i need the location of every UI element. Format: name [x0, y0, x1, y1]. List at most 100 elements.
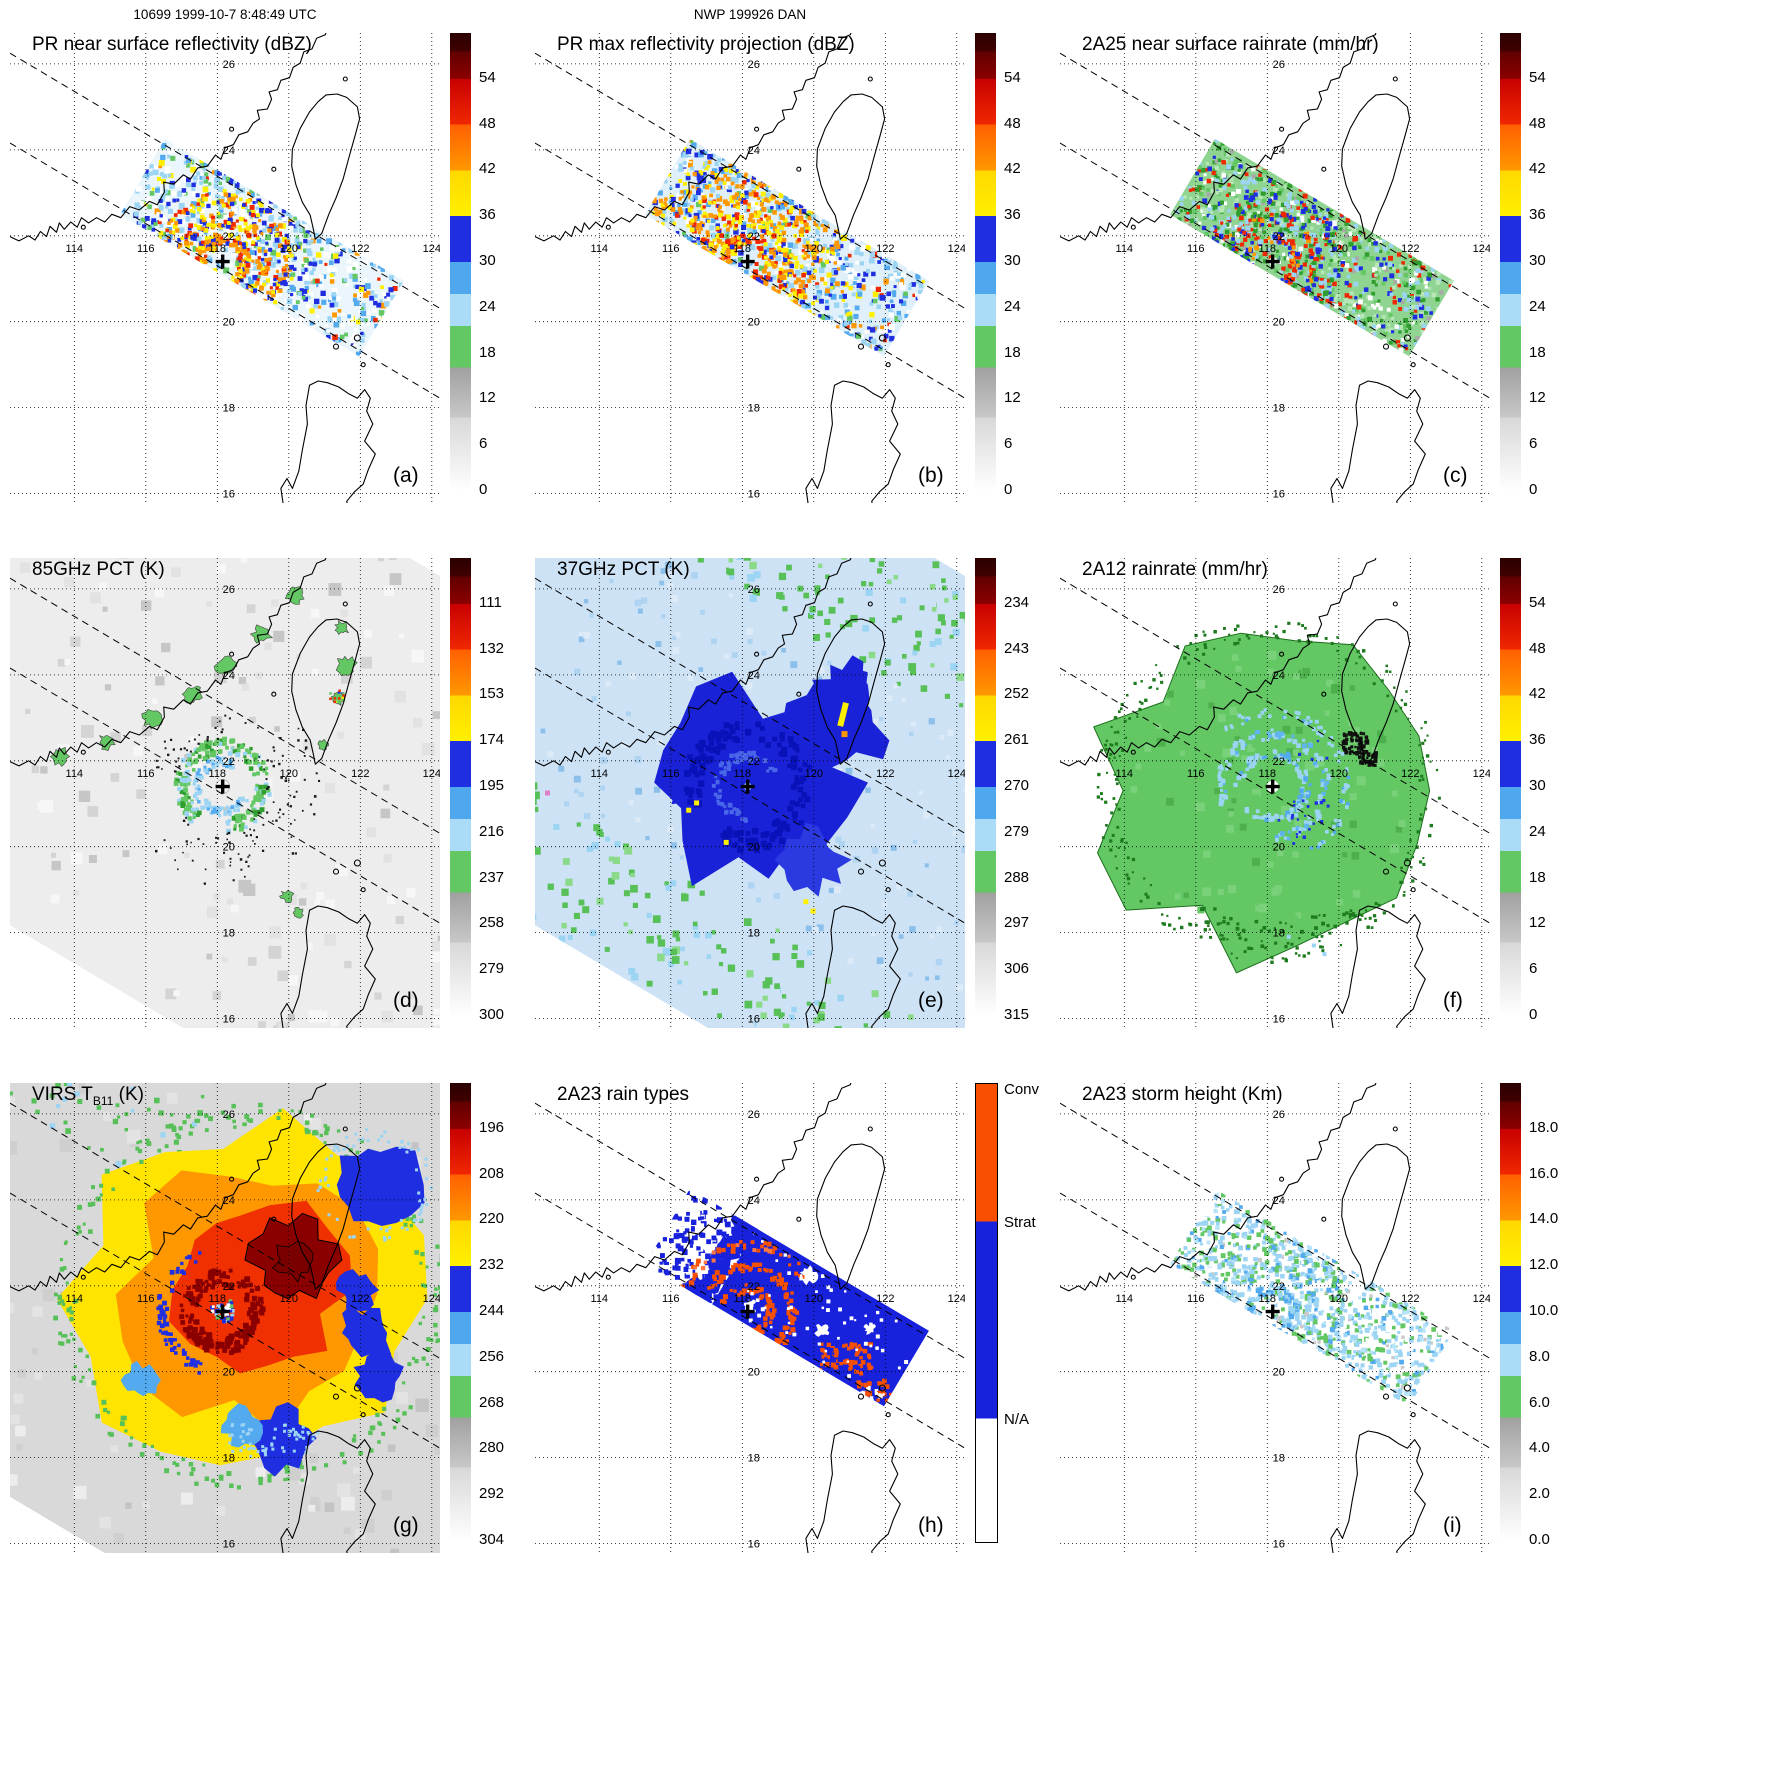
small-island [271, 1216, 277, 1222]
panel-title: 2A25 near surface rainrate (mm/hr) [1082, 34, 1379, 58]
data-layer [535, 558, 965, 1028]
colorbar-tick-label: 18 [1529, 869, 1546, 886]
longitude-label: 122 [876, 243, 894, 255]
colorbar-category-label: Strat [1004, 1214, 1036, 1231]
latitude-label: 26 [223, 1109, 235, 1121]
longitude-label: 122 [1401, 768, 1419, 780]
map-area: 114 116 118 120 122 124 26 24 22 20 18 16 [1060, 33, 1490, 503]
longitude-label: 124 [948, 1293, 965, 1305]
latitude-label: 16 [223, 1539, 235, 1551]
colorbar-tick-label: 12 [1004, 389, 1021, 406]
longitude-label: 120 [280, 1293, 298, 1305]
longitude-label: 122 [1401, 243, 1419, 255]
panel-i: 114 116 118 120 122 124 26 24 22 20 18 16 2A23 stor… [1060, 1083, 1585, 1595]
colorbar-tick-label: 220 [479, 1210, 505, 1227]
colorbar-tick-label: 30 [479, 252, 496, 269]
luzon-coastline [280, 380, 376, 503]
longitude-label: 116 [662, 243, 680, 255]
longitude-label: 116 [662, 768, 680, 780]
colorbar-tick-label: 48 [1529, 115, 1546, 132]
colorbar-tick-label: 12 [1529, 389, 1546, 406]
longitude-label: 114 [591, 768, 609, 780]
map-storm_height: 114 116 118 120 122 124 26 24 22 20 18 16 [1060, 1083, 1490, 1553]
map-area: 114 116 118 120 122 124 26 24 22 20 18 16 [535, 558, 965, 1028]
colorbar-tick-label: 10.0 [1529, 1302, 1559, 1319]
colorbar-tick-label: 4.0 [1529, 1439, 1550, 1456]
luzon-coastline [280, 1430, 376, 1553]
small-island [1279, 651, 1285, 657]
map-area: 114 116 118 120 122 124 26 24 22 20 18 16 [1060, 1083, 1490, 1553]
small-island [229, 651, 235, 657]
colorbar-tick-label: 297 [1004, 914, 1030, 931]
panel-h: 114 116 118 120 122 124 26 24 22 20 18 16 2A23 rain… [535, 1081, 1060, 1595]
longitude-label: 116 [1187, 768, 1205, 780]
latitude-label: 26 [223, 584, 235, 596]
small-island [342, 76, 348, 82]
panel-title-text: 85GHz PCT (K) [32, 559, 165, 580]
colorbar-tick-label: 6 [1529, 435, 1538, 452]
map-rainrate_2a12: 114 116 118 120 122 124 26 24 22 20 18 16 [1060, 558, 1490, 1028]
coastlines [10, 1083, 376, 1553]
latitude-label: 18 [748, 928, 760, 940]
longitude-label: 124 [423, 243, 440, 255]
latitude-label: 18 [223, 403, 235, 415]
map-virs_tb11: 114 116 118 120 122 124 26 24 22 20 18 16 [10, 1083, 440, 1553]
panel-title: 2A12 rainrate (mm/hr) [1082, 559, 1268, 583]
map-rain_types: 114 116 118 120 122 124 26 24 22 20 18 16 [535, 1083, 965, 1553]
latitude-label: 26 [1273, 1109, 1285, 1121]
latitude-label: 22 [223, 756, 235, 768]
panel-f: 114 116 118 120 122 124 26 24 22 20 18 16 2A12 rain… [1060, 558, 1585, 1070]
latitude-label: 22 [748, 1281, 760, 1293]
longitude-label: 124 [948, 768, 965, 780]
latitude-label: 26 [748, 1109, 760, 1121]
longitude-label: 118 [1259, 243, 1277, 255]
latitude-label: 26 [1273, 59, 1285, 71]
colorbar-tick-label: 304 [479, 1531, 505, 1548]
storm-center-marker [215, 1304, 230, 1319]
map-area: 114 116 118 120 122 124 26 24 22 20 18 16 [10, 558, 440, 1028]
panel-letter: (d) [393, 989, 419, 1012]
colorbar-tick-label: 234 [1004, 594, 1030, 611]
longitude-label: 116 [662, 1293, 680, 1305]
map-pct85: 114 116 118 120 122 124 26 24 22 20 18 16 [10, 558, 440, 1028]
storm-center-marker [740, 779, 755, 794]
longitude-label: 120 [1330, 243, 1348, 255]
latitude-label: 20 [1273, 842, 1285, 854]
latitude-label: 16 [748, 1014, 760, 1026]
colorbar-tick-label: 54 [479, 69, 496, 86]
coastlines [1060, 1083, 1426, 1553]
small-island [1392, 601, 1398, 607]
latitude-label: 26 [223, 59, 235, 71]
longitude-label: 116 [137, 1293, 155, 1305]
latitude-label: 16 [748, 489, 760, 501]
latitude-label: 22 [748, 231, 760, 243]
orbit-datetime-header: 10699 1999-10-7 8:48:49 UTC [133, 7, 317, 22]
small-island [1410, 1412, 1416, 1418]
panel-c: 114 116 118 120 122 124 26 24 22 20 18 16 2A25 near… [1060, 33, 1585, 545]
colorbar-tick-label: 244 [479, 1302, 505, 1319]
colorbar-tick-label: 243 [1004, 640, 1030, 657]
latitude-label: 20 [1273, 1367, 1285, 1379]
colorbar-tick-label: 237 [479, 869, 505, 886]
longitude-label: 118 [209, 243, 227, 255]
longitude-label: 114 [66, 243, 84, 255]
longitude-label: 114 [66, 768, 84, 780]
coastlines [535, 33, 901, 503]
colorbar-tick-label: 36 [1529, 206, 1546, 223]
small-island [885, 1412, 891, 1418]
colorbar-tick-label: 174 [479, 731, 505, 748]
small-island [878, 334, 886, 342]
panel-title-text: 2A23 rain types [557, 1084, 690, 1105]
small-island [605, 749, 611, 755]
longitude-label: 120 [1330, 1293, 1348, 1305]
luzon-coastline [805, 380, 901, 503]
small-island [754, 651, 760, 657]
small-island [605, 224, 611, 230]
colorbar: 0.0 2.0 4.0 6.0 8.0 10.0 12.0 14.0 16.0 18.0 [1500, 1083, 1585, 1548]
china-coastline [1060, 1083, 1377, 1292]
colorbar-tick-label: 24 [1529, 823, 1546, 840]
geo-labels: 114 116 118 120 122 124 26 24 22 20 18 16 [66, 1109, 440, 1551]
panel-letter: (b) [918, 464, 944, 487]
latitude-label: 16 [223, 1014, 235, 1026]
